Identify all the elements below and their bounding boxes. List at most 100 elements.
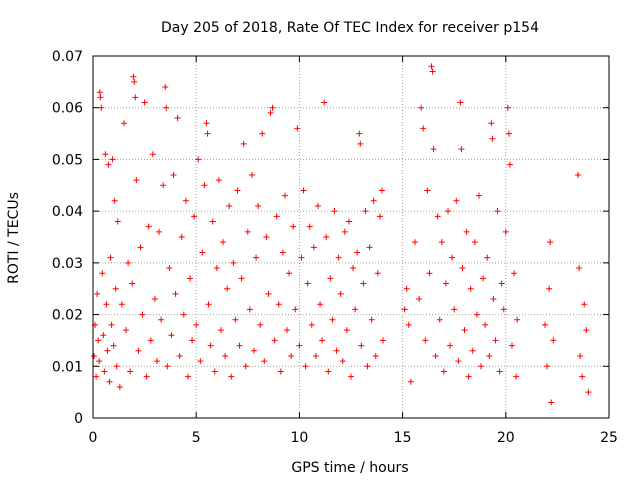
y-tick-label: 0.02	[52, 308, 83, 324]
data-point	[500, 306, 507, 313]
data-point	[259, 130, 266, 137]
data-point	[360, 280, 367, 287]
data-point	[548, 399, 555, 406]
data-point	[547, 239, 554, 246]
data-point	[296, 342, 303, 349]
data-point	[151, 296, 158, 303]
data-point	[486, 352, 493, 359]
data-point	[329, 316, 336, 323]
data-point	[459, 265, 466, 272]
data-point	[130, 73, 137, 80]
data-point	[401, 306, 408, 313]
data-point	[131, 78, 138, 85]
data-point	[265, 290, 272, 297]
data-point	[120, 120, 127, 127]
data-point	[248, 171, 255, 178]
data-point	[424, 187, 431, 194]
data-point	[172, 290, 179, 297]
data-point	[458, 146, 465, 153]
data-point	[506, 161, 513, 168]
data-point	[116, 383, 123, 390]
data-point	[434, 213, 441, 220]
data-point	[300, 187, 307, 194]
data-point	[335, 254, 342, 261]
data-point	[442, 280, 449, 287]
data-point	[319, 337, 326, 344]
data-point	[308, 321, 315, 328]
data-point	[327, 275, 334, 282]
data-point	[143, 373, 150, 380]
data-point	[428, 63, 435, 70]
data-point	[102, 151, 109, 158]
data-point	[110, 342, 117, 349]
data-point	[222, 352, 229, 359]
grid-lines	[93, 56, 609, 418]
data-point	[257, 321, 264, 328]
data-point	[269, 104, 276, 111]
data-point	[105, 161, 112, 168]
data-point	[432, 352, 439, 359]
data-point	[123, 327, 130, 334]
data-point	[337, 290, 344, 297]
data-point	[106, 378, 113, 385]
data-point	[107, 254, 114, 261]
data-point	[484, 254, 491, 261]
data-point	[158, 316, 165, 323]
data-point	[461, 327, 468, 334]
data-point	[376, 213, 383, 220]
data-point	[306, 223, 313, 230]
data-point	[310, 244, 317, 251]
data-point	[180, 311, 187, 318]
data-point	[453, 197, 460, 204]
data-point	[465, 373, 472, 380]
y-tick-label: 0.04	[52, 204, 83, 220]
x-axis-label: GPS time / hours	[291, 460, 408, 476]
data-point	[576, 265, 583, 272]
data-point	[411, 239, 418, 246]
data-point	[211, 368, 218, 375]
data-point	[575, 171, 582, 178]
data-point	[98, 104, 105, 111]
data-point	[153, 358, 160, 365]
y-tick-label: 0.01	[52, 359, 83, 375]
data-point	[542, 321, 549, 328]
data-point	[244, 228, 251, 235]
data-point	[469, 347, 476, 354]
data-point	[238, 275, 245, 282]
data-point	[133, 177, 140, 184]
data-point	[366, 244, 373, 251]
data-point	[350, 265, 357, 272]
data-point	[246, 306, 253, 313]
data-point	[333, 347, 340, 354]
data-point	[267, 109, 274, 116]
y-tick-label: 0.07	[52, 49, 83, 65]
data-point	[207, 342, 214, 349]
data-point	[114, 218, 121, 225]
data-point	[579, 373, 586, 380]
data-point	[418, 104, 425, 111]
data-point	[508, 342, 515, 349]
y-axis-label: ROTI / TECUs	[6, 192, 22, 284]
x-tick-label: 10	[290, 430, 308, 446]
data-point	[129, 280, 136, 287]
data-point	[368, 316, 375, 323]
data-point	[204, 130, 211, 137]
data-point	[232, 316, 239, 323]
data-point	[317, 301, 324, 308]
data-point	[162, 84, 169, 91]
data-point	[94, 290, 101, 297]
data-point	[108, 321, 115, 328]
data-points	[91, 63, 592, 406]
data-point	[585, 389, 592, 396]
data-point	[240, 140, 247, 147]
data-point	[356, 130, 363, 137]
x-tick-label: 5	[192, 430, 201, 446]
data-point	[226, 202, 233, 209]
data-point	[193, 321, 200, 328]
data-point	[348, 373, 354, 380]
data-point	[292, 306, 299, 313]
data-point	[160, 182, 167, 189]
data-point	[93, 373, 100, 380]
data-point	[279, 249, 286, 256]
data-point	[147, 337, 154, 344]
